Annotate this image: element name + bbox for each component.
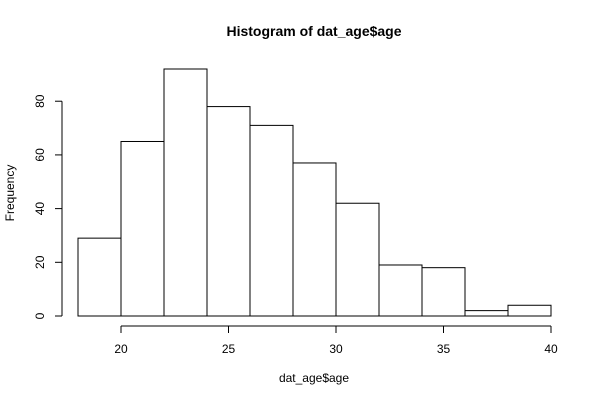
y-tick-label-40: 40 [33,202,47,216]
y-tick-label-0: 0 [33,312,47,319]
histogram-bar-3 [206,106,251,317]
histogram-bar-2 [163,68,208,317]
y-tick-label-80: 80 [33,94,47,108]
y-axis-label: Frequency [3,165,17,222]
histogram-bar-1 [120,140,165,317]
x-tick-label-35: 35 [437,342,451,356]
y-axis: 0 20 40 60 80 [33,94,63,319]
histogram-bar-6 [335,202,380,317]
x-tick-label-25: 25 [222,342,236,356]
histogram-bar-8 [421,267,466,317]
x-axis-label: dat_age$age [279,371,349,385]
x-tick-label-30: 30 [329,342,343,356]
x-tick-label-20: 20 [114,342,128,356]
x-axis: 20 25 30 35 40 [114,325,558,356]
y-tick-label-60: 60 [33,148,47,162]
bars-group [77,68,552,317]
chart-title: Histogram of dat_age$age [226,23,401,39]
histogram-bar-9 [464,310,509,317]
histogram-bar-10 [507,304,552,317]
histogram-bar-7 [378,264,423,317]
histogram-bar-4 [249,124,294,317]
histogram-bar-5 [292,162,337,317]
histogram-bar-0 [77,237,122,317]
x-tick-label-40: 40 [544,342,558,356]
y-tick-label-20: 20 [33,255,47,269]
